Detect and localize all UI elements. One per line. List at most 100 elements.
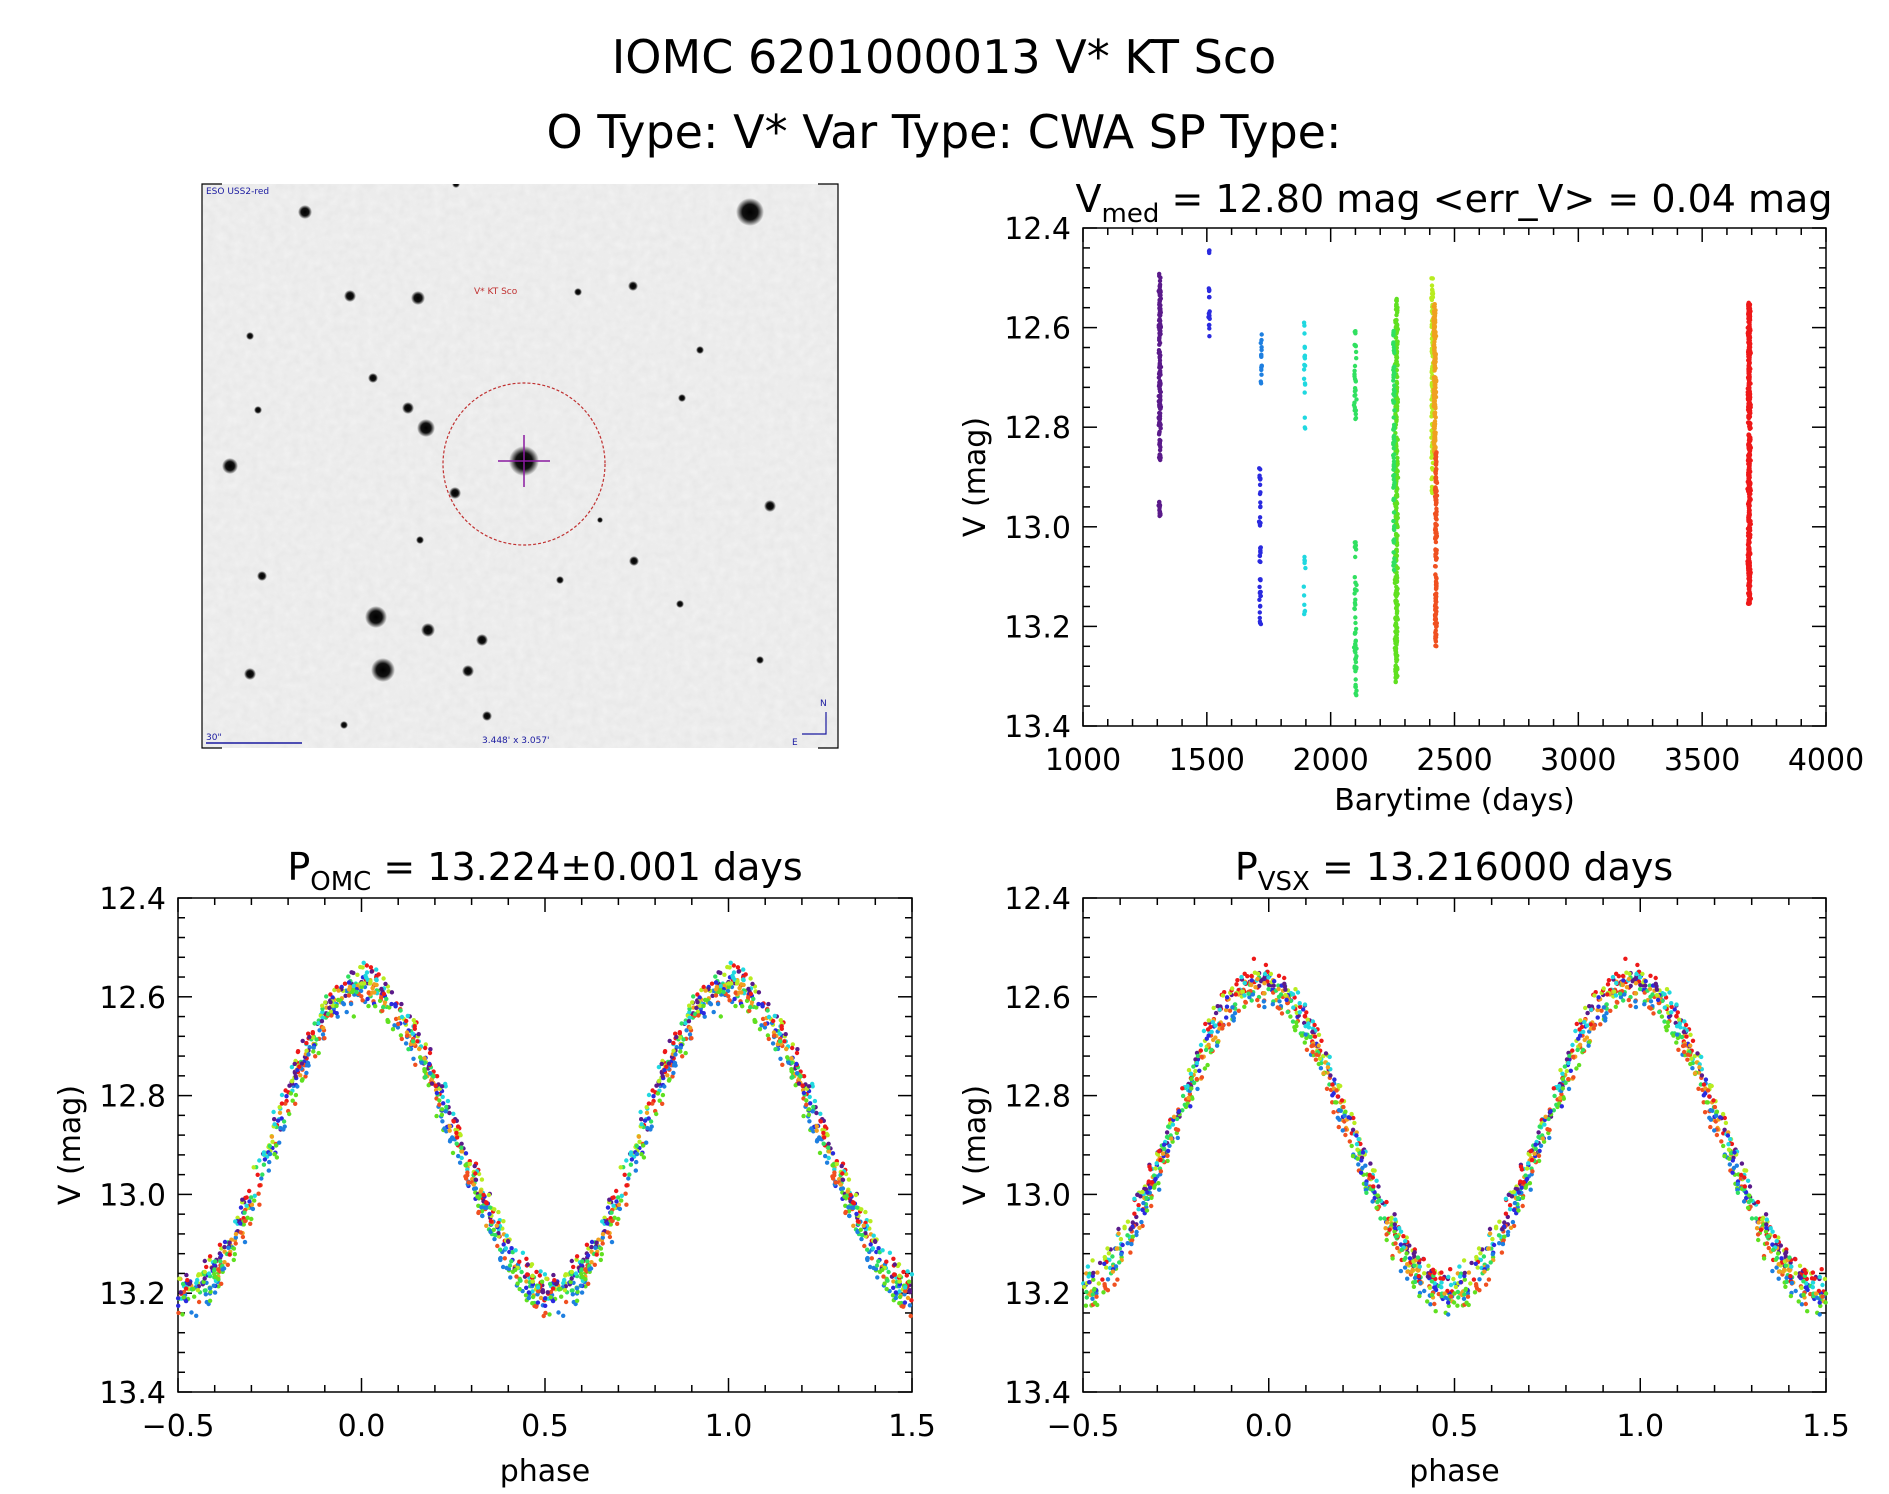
- survey-label: ESO USS2-red: [206, 187, 269, 197]
- data-point: [1306, 1025, 1312, 1030]
- data-point: [1308, 1034, 1313, 1040]
- data-point: [891, 1256, 896, 1262]
- data-point: [1217, 1022, 1222, 1027]
- data-point: [344, 1009, 349, 1015]
- data-point: [1215, 1004, 1220, 1009]
- data-point: [908, 1313, 913, 1319]
- data-point: [496, 1209, 501, 1215]
- data-point: [1205, 1062, 1210, 1068]
- data-point: [558, 1286, 563, 1292]
- data-point: [1742, 1168, 1747, 1173]
- data-point: [1158, 296, 1164, 301]
- data-point: [644, 1110, 650, 1116]
- data-point: [1746, 573, 1751, 578]
- data-point: [1409, 1269, 1414, 1275]
- data-point: [1745, 486, 1750, 492]
- data-point: [749, 1000, 755, 1005]
- data-point: [1258, 340, 1264, 346]
- data-point: [904, 1273, 909, 1278]
- data-point: [244, 1195, 249, 1200]
- data-point: [364, 970, 370, 975]
- data-point: [447, 1139, 453, 1144]
- data-point: [891, 1285, 896, 1291]
- data-point: [1354, 397, 1359, 402]
- data-point: [593, 1245, 598, 1251]
- data-point: [466, 1180, 471, 1185]
- data-point: [822, 1135, 827, 1140]
- data-point: [293, 1074, 298, 1079]
- data-point: [1434, 517, 1439, 522]
- data-point: [1394, 298, 1399, 303]
- data-point: [1353, 392, 1358, 398]
- data-point: [1258, 577, 1263, 582]
- data-point: [399, 1014, 405, 1020]
- data-point: [642, 1118, 648, 1123]
- data-point: [180, 1281, 186, 1287]
- data-point: [535, 1285, 541, 1290]
- data-point: [501, 1242, 506, 1247]
- data-point: [281, 1119, 287, 1124]
- data-point: [1352, 575, 1358, 580]
- data-point: [1567, 1053, 1572, 1059]
- data-point: [687, 1003, 692, 1008]
- data-point: [257, 1183, 262, 1188]
- data-point: [403, 1041, 409, 1046]
- data-point: [563, 1272, 568, 1277]
- data-point: [594, 1240, 599, 1245]
- data-point: [1393, 592, 1398, 597]
- data-point: [660, 1074, 665, 1079]
- finder-star: [756, 656, 764, 664]
- data-point: [806, 1084, 812, 1089]
- data-point: [447, 1128, 452, 1133]
- x-tick-label: 3500: [1664, 743, 1740, 778]
- y-tick-label: 12.4: [1004, 882, 1071, 917]
- data-point: [678, 1045, 683, 1050]
- data-point: [445, 1098, 451, 1104]
- data-point: [623, 1191, 628, 1196]
- data-point: [1392, 383, 1397, 388]
- data-point: [423, 1074, 428, 1080]
- data-point: [1564, 1068, 1570, 1074]
- data-point: [736, 969, 741, 974]
- data-point: [794, 1061, 799, 1067]
- data-point: [677, 1031, 682, 1036]
- data-point: [1301, 1007, 1306, 1012]
- data-point: [211, 1283, 216, 1288]
- data-point: [1353, 639, 1358, 644]
- data-point: [1157, 456, 1163, 461]
- data-point: [373, 1004, 378, 1009]
- data-point: [570, 1288, 575, 1293]
- data-point: [304, 1040, 309, 1046]
- data-point: [766, 1014, 772, 1020]
- panel-lightcurve: 1000 1500 2000 2500 3000 3500 400012.412.612.8…: [958, 177, 1864, 818]
- data-point: [1158, 1169, 1164, 1174]
- data-point: [249, 1216, 254, 1222]
- data-point: [1745, 533, 1751, 538]
- data-point: [1471, 1277, 1477, 1282]
- data-point: [1257, 466, 1262, 471]
- data-point: [1217, 1007, 1223, 1012]
- data-point: [1433, 462, 1438, 467]
- data-point: [739, 990, 744, 995]
- scale-label: 30": [206, 733, 222, 743]
- data-point: [1294, 1020, 1299, 1025]
- data-point: [1766, 1245, 1772, 1251]
- data-point: [447, 1110, 452, 1116]
- data-point: [1249, 973, 1254, 979]
- data-point: [619, 1198, 624, 1203]
- data-point: [1259, 332, 1264, 337]
- data-point: [664, 1064, 669, 1069]
- data-point: [505, 1239, 511, 1244]
- data-point: [1157, 287, 1162, 292]
- data-point: [1249, 982, 1254, 988]
- data-point: [1598, 1022, 1603, 1027]
- data-point: [206, 1271, 212, 1276]
- data-point: [1448, 1282, 1454, 1288]
- data-point: [1431, 375, 1437, 380]
- data-point: [376, 972, 381, 977]
- data-point: [1353, 615, 1358, 620]
- data-point: [846, 1177, 852, 1182]
- data-point: [897, 1273, 902, 1279]
- data-point: [702, 1014, 707, 1019]
- data-point: [599, 1252, 604, 1257]
